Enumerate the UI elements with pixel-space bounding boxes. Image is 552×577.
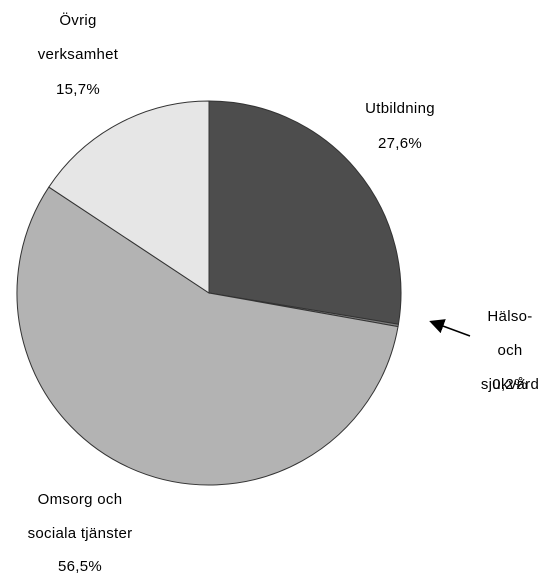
- category-label: Utbildning: [365, 100, 435, 117]
- callout-arrow: [429, 319, 471, 337]
- value-label: 15,7%: [55, 81, 101, 98]
- category-label: Omsorg och sociala tjänster: [27, 491, 133, 542]
- pie-slice: [16, 186, 399, 486]
- value-label: 27,6%: [377, 135, 423, 152]
- value-label: 56,5%: [57, 558, 103, 575]
- value-label: 0,2%: [492, 376, 528, 393]
- pie-slice: [208, 100, 402, 325]
- pie-slice: [48, 100, 210, 294]
- category-label: Hälso- och sjukvård: [480, 308, 540, 393]
- category-label: Övrig verksamhet: [37, 12, 119, 63]
